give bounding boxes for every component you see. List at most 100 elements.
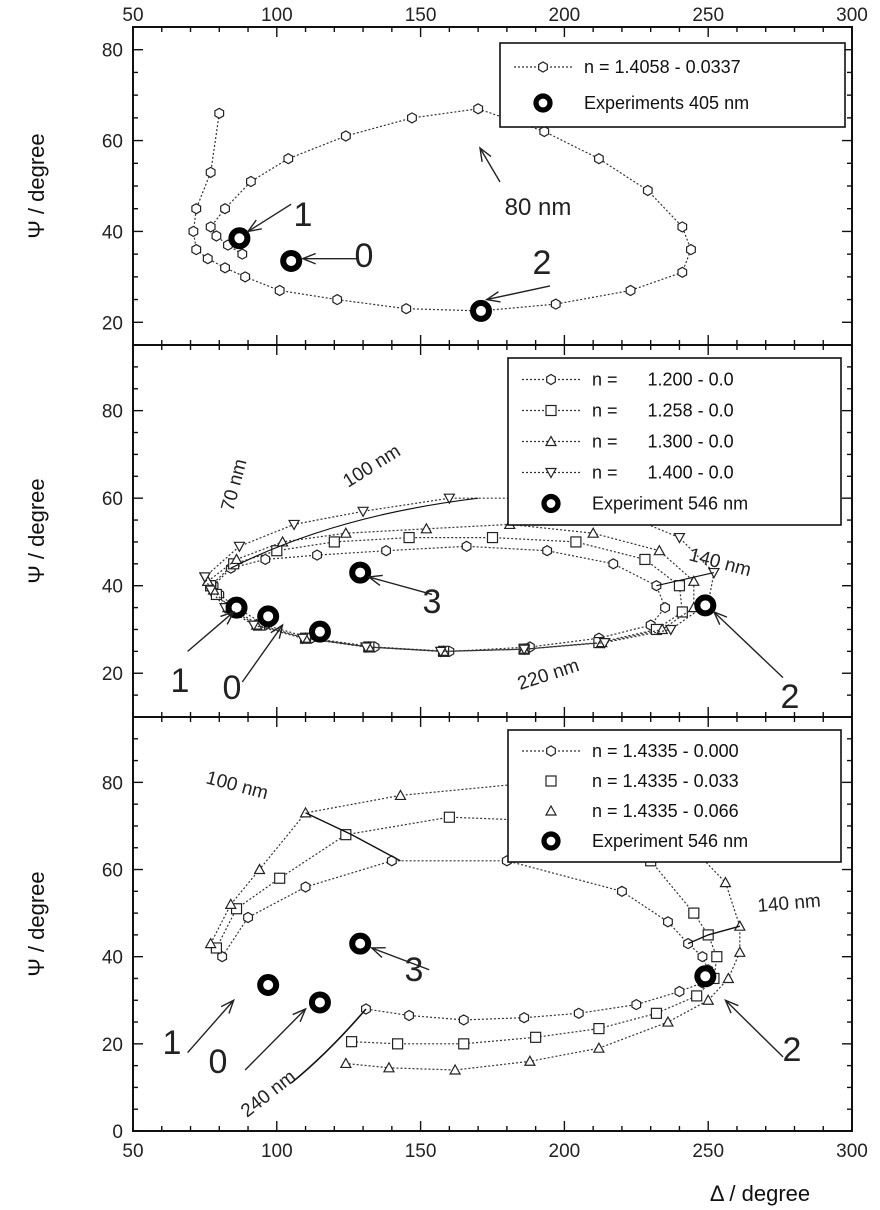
- data-point: [214, 107, 225, 119]
- data-point: [677, 266, 688, 278]
- data-point: [458, 1014, 469, 1026]
- thickness-label: 100 nm: [340, 441, 405, 492]
- data-point: [683, 937, 694, 950]
- data-point: [461, 540, 472, 552]
- data-point: [443, 811, 455, 823]
- legend-label: n = 1.4335 - 0.033: [592, 771, 739, 791]
- data-point: [274, 872, 286, 884]
- data-point: [550, 298, 561, 310]
- legend-marker: [544, 435, 558, 447]
- data-point: [217, 951, 228, 963]
- point-label: 3: [405, 951, 424, 989]
- experiment-point: [694, 594, 717, 617]
- data-point: [188, 225, 199, 238]
- legend-marker: [538, 61, 548, 73]
- data-point: [204, 937, 217, 949]
- legend-marker: [546, 373, 556, 386]
- thickness-label: 140 nm: [687, 545, 754, 582]
- data-point: [381, 545, 391, 557]
- data-point: [625, 284, 636, 297]
- y-tick-label: 40: [102, 577, 123, 598]
- data-point: [394, 789, 407, 801]
- y-tick-label: 20: [102, 664, 123, 685]
- data-point: [661, 1015, 674, 1027]
- x-tick-label-top: 150: [405, 5, 437, 26]
- legend-marker: [541, 831, 561, 851]
- annotation-arrow: [241, 623, 284, 683]
- x-tick-label-bottom: 150: [405, 1141, 437, 1162]
- data-point: [702, 994, 715, 1005]
- thickness-label: 240 nm: [237, 1066, 300, 1122]
- data-point: [403, 531, 415, 544]
- legend-label: Experiment 546 nm: [592, 831, 748, 851]
- data-point: [345, 1036, 358, 1048]
- data-point: [340, 829, 352, 841]
- series-line: [210, 781, 741, 1071]
- y-tick-label: 20: [102, 313, 123, 334]
- data-point: [542, 545, 553, 557]
- annotation-arrow: [712, 610, 784, 679]
- y-tick-label: 60: [102, 861, 123, 882]
- data-point: [664, 624, 677, 636]
- series-line: [192, 108, 692, 312]
- data-point: [312, 549, 322, 561]
- legend-box: [499, 42, 846, 128]
- data-point: [283, 153, 294, 165]
- legend-marker: [544, 804, 558, 816]
- y-tick-label: 80: [102, 773, 123, 794]
- thickness-label: 220 nm: [515, 655, 582, 695]
- data-point: [733, 946, 746, 957]
- x-tick-label-bottom: 300: [836, 1141, 868, 1162]
- data-point: [587, 526, 600, 538]
- data-point: [191, 243, 202, 256]
- data-point: [243, 911, 253, 924]
- point-label: 1: [294, 196, 313, 234]
- legend-label: n = 1.200 - 0.0: [592, 370, 734, 390]
- data-point: [593, 153, 604, 165]
- y-axis-title: Ψ / degree: [24, 478, 49, 583]
- y-axis-title: Ψ / degree: [24, 133, 49, 238]
- legend-marker: [545, 775, 557, 787]
- legend-label: n = 1.4058 - 0.0337: [584, 57, 741, 77]
- data-point: [401, 303, 412, 315]
- x-tick-label-top: 300: [836, 5, 868, 26]
- data-point: [519, 1012, 530, 1024]
- data-point: [420, 522, 433, 534]
- data-point: [220, 203, 230, 215]
- x-tick-label-bottom: 250: [692, 1141, 724, 1162]
- legend-marker: [544, 467, 558, 479]
- data-point: [523, 1055, 536, 1066]
- legend-label: n = 1.258 - 0.0: [592, 401, 734, 421]
- iso-thickness-line: [656, 571, 715, 587]
- x-tick-label-top: 100: [261, 5, 293, 26]
- data-point: [300, 881, 311, 893]
- legend-label: Experiments 405 nm: [584, 93, 749, 113]
- series-2: [205, 531, 688, 657]
- thickness-label: 140 nm: [757, 891, 822, 917]
- data-point: [573, 1007, 584, 1019]
- experiment-points: [257, 932, 717, 1014]
- annotation-arrow: [244, 1007, 307, 1071]
- y-tick-label: 60: [102, 489, 123, 510]
- experiment-point: [225, 596, 248, 619]
- data-point: [539, 125, 550, 138]
- annotation-arrow: [187, 610, 236, 652]
- x-tick-label-top: 50: [122, 5, 143, 26]
- data-point: [237, 248, 248, 260]
- experiment-points: [225, 561, 717, 643]
- data-point: [443, 493, 456, 505]
- point-label: 0: [223, 669, 242, 707]
- y-tick-label: 40: [102, 222, 123, 243]
- data-point: [246, 175, 256, 188]
- iso-thickness-line: [687, 925, 741, 945]
- data-point: [592, 1041, 605, 1053]
- y-axis-title: Ψ / degree: [24, 871, 49, 976]
- x-tick-label-top: 200: [549, 5, 581, 26]
- series-line: [210, 536, 683, 653]
- data-point: [674, 985, 685, 998]
- data-point: [202, 253, 213, 265]
- x-tick-label-bottom: 100: [261, 1141, 293, 1162]
- annotation-arrow: [369, 947, 430, 971]
